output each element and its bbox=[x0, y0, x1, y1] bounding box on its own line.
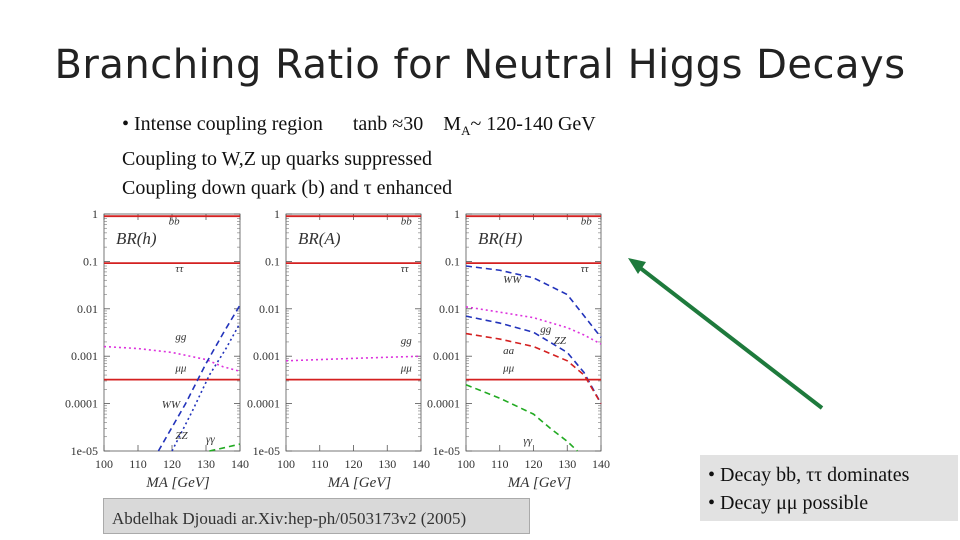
ma-subscript: A bbox=[461, 123, 471, 138]
citation-box: Abdelhak Djouadi ar.Xiv:hep-ph/0503173v2… bbox=[103, 498, 530, 534]
y-tick-label: 1e-05 bbox=[71, 444, 98, 458]
y-tick-label: 0.001 bbox=[71, 349, 98, 363]
y-tick-label: 0.1 bbox=[265, 254, 280, 268]
tanb-value: tanb ≈30 bbox=[352, 113, 424, 135]
series-label: gg bbox=[401, 335, 413, 347]
notes-box: • Decay bb, ττ dominates • Decay μμ poss… bbox=[700, 455, 958, 521]
series-label: gg bbox=[175, 331, 187, 343]
series-label: WW bbox=[503, 274, 522, 286]
y-tick-label: 1e-05 bbox=[433, 444, 460, 458]
y-tick-label: 0.001 bbox=[433, 349, 460, 363]
x-tick-label: 120 bbox=[163, 457, 181, 471]
intro-text: • Intense coupling region tanb ≈30 MA~ 1… bbox=[122, 110, 596, 203]
y-tick-label: 0.01 bbox=[77, 302, 98, 316]
y-tick-label: 0.0001 bbox=[427, 397, 460, 411]
series-label: μμ bbox=[502, 362, 515, 374]
y-tick-label: 1 bbox=[274, 207, 280, 221]
series-label: ττ bbox=[401, 263, 410, 275]
series-line-γγ bbox=[209, 443, 241, 452]
panel-title: BR(h) bbox=[116, 229, 157, 248]
series-line-gg bbox=[285, 355, 422, 362]
x-tick-label: 130 bbox=[558, 457, 576, 471]
x-axis-label: MA [GeV] bbox=[507, 475, 572, 491]
series-line-WW bbox=[157, 304, 241, 452]
x-tick-label: 120 bbox=[345, 457, 363, 471]
x-tick-label: 120 bbox=[525, 457, 543, 471]
slide-title: Branching Ratio for Neutral Higgs Decays bbox=[54, 42, 906, 88]
x-tick-label: 140 bbox=[231, 457, 249, 471]
ma-symbol: M bbox=[443, 113, 462, 135]
y-tick-label: 0.001 bbox=[253, 349, 280, 363]
x-tick-label: 130 bbox=[197, 457, 215, 471]
green-arrow-head bbox=[628, 258, 646, 274]
series-label: bb bbox=[169, 216, 181, 228]
y-tick-label: 0.01 bbox=[439, 302, 460, 316]
series-line-gg bbox=[103, 345, 241, 373]
series-line-ZZ bbox=[465, 315, 602, 404]
series-label: aa bbox=[503, 345, 515, 357]
x-tick-label: 100 bbox=[95, 457, 113, 471]
intro-line-1: • Intense coupling region tanb ≈30 MA~ 1… bbox=[122, 110, 596, 145]
x-tick-label: 140 bbox=[412, 457, 430, 471]
series-label: bb bbox=[581, 216, 593, 228]
y-tick-label: 0.1 bbox=[445, 254, 460, 268]
x-tick-label: 110 bbox=[311, 457, 329, 471]
x-tick-label: 140 bbox=[592, 457, 610, 471]
y-tick-label: 1 bbox=[454, 207, 460, 221]
series-label: bb bbox=[401, 216, 413, 228]
plot-frame bbox=[465, 213, 602, 452]
series-label: ZZ bbox=[554, 335, 567, 347]
series-line-WW bbox=[465, 265, 602, 338]
y-tick-label: 1 bbox=[92, 207, 98, 221]
plot-frame bbox=[103, 213, 241, 452]
green-arrow-shaft bbox=[633, 262, 824, 410]
x-axis-label: MA [GeV] bbox=[327, 475, 392, 491]
y-tick-label: 1e-05 bbox=[253, 444, 280, 458]
x-tick-label: 110 bbox=[129, 457, 147, 471]
series-line-gg bbox=[465, 306, 602, 345]
series-label: WW bbox=[162, 399, 181, 411]
intro-line-2: Coupling to W,Z up quarks suppressed bbox=[122, 148, 432, 170]
series-label: ττ bbox=[175, 263, 184, 275]
note-decay-dominates: • Decay bb, ττ dominates bbox=[708, 464, 910, 486]
series-label: ZZ bbox=[175, 430, 188, 442]
x-tick-label: 100 bbox=[457, 457, 475, 471]
note-decay-mumu: • Decay μμ possible bbox=[708, 492, 869, 514]
series-line-γγ bbox=[465, 383, 578, 452]
x-tick-label: 130 bbox=[378, 457, 396, 471]
x-axis-label: MA [GeV] bbox=[145, 475, 210, 491]
y-tick-label: 0.1 bbox=[83, 254, 98, 268]
x-tick-label: 110 bbox=[491, 457, 509, 471]
y-tick-label: 0.01 bbox=[259, 302, 280, 316]
intro-line-3: Coupling down quark (b) and τ enhanced bbox=[122, 177, 453, 199]
series-label: γγ bbox=[523, 435, 532, 447]
bullet: • bbox=[122, 113, 135, 135]
panel-title: BR(A) bbox=[298, 229, 341, 248]
intense-coupling-label: Intense coupling region bbox=[134, 113, 323, 135]
ma-range: ~ 120-140 GeV bbox=[470, 113, 596, 135]
series-line-ZZ bbox=[171, 322, 241, 452]
series-label: gg bbox=[540, 323, 552, 335]
x-tick-label: 100 bbox=[277, 457, 295, 471]
series-label: γγ bbox=[206, 434, 215, 446]
panel-title: BR(H) bbox=[478, 229, 523, 248]
series-label: ττ bbox=[581, 263, 590, 275]
series-label: μμ bbox=[174, 362, 187, 374]
plot-frame bbox=[285, 213, 422, 452]
y-tick-label: 0.0001 bbox=[247, 397, 280, 411]
y-tick-label: 0.0001 bbox=[65, 397, 98, 411]
series-label: μμ bbox=[400, 362, 413, 374]
